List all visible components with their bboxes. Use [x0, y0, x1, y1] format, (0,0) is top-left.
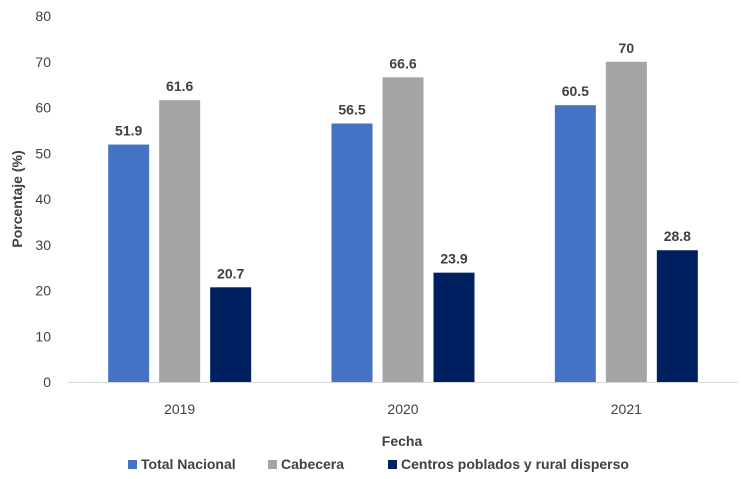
- x-tick-label: 2020: [387, 401, 418, 417]
- y-tick-label: 40: [35, 191, 51, 207]
- data-label: 23.9: [440, 251, 467, 267]
- legend-swatch-0: [128, 460, 137, 469]
- bar-2021-series-2: [656, 250, 698, 382]
- data-label: 61.6: [166, 78, 193, 94]
- y-tick-label: 60: [35, 100, 51, 116]
- bar-2020-series-2: [433, 272, 475, 382]
- data-label: 60.5: [562, 83, 589, 99]
- x-tick-label: 2021: [611, 401, 642, 417]
- bar-2019-series-1: [159, 100, 201, 383]
- x-axis-title: Fecha: [382, 433, 423, 449]
- legend-swatch-2: [388, 460, 397, 469]
- legend-swatch-1: [268, 460, 277, 469]
- legend-label-0: Total Nacional: [141, 456, 236, 472]
- data-labels: 51.9 61.6 20.7 56.5 66.6 23.9 60.5 70 28.8: [115, 40, 691, 282]
- data-label: 70: [619, 40, 635, 56]
- bar-2021-series-1: [605, 61, 647, 382]
- data-label: 66.6: [389, 55, 416, 71]
- bar-2020-series-1: [382, 77, 424, 383]
- y-tick-label: 20: [35, 283, 51, 299]
- bar-2020-series-0: [331, 123, 373, 382]
- bar-2019-series-0: [108, 144, 150, 382]
- legend: Total Nacional Cabecera Centros poblados y…: [128, 456, 629, 472]
- bar-2019-series-2: [210, 287, 252, 382]
- x-tick-label: 2019: [164, 401, 195, 417]
- x-axis-ticks: 2019 2020 2021: [164, 401, 642, 417]
- data-label: 51.9: [115, 123, 142, 139]
- y-tick-label: 80: [35, 8, 51, 24]
- bars: [108, 61, 698, 383]
- data-label: 28.8: [664, 228, 691, 244]
- y-tick-label: 0: [43, 374, 51, 390]
- legend-label-1: Cabecera: [281, 456, 344, 472]
- data-label: 20.7: [217, 265, 244, 281]
- y-tick-label: 10: [35, 328, 51, 344]
- y-tick-label: 50: [35, 145, 51, 161]
- y-tick-label: 30: [35, 237, 51, 253]
- bar-2021-series-0: [554, 105, 596, 383]
- y-axis-ticks: 0 10 20 30 40 50 60 70 80: [35, 8, 51, 390]
- y-axis-title: Porcentaje (%): [9, 150, 25, 247]
- y-tick-label: 70: [35, 54, 51, 70]
- data-label: 56.5: [338, 102, 365, 118]
- legend-label-2: Centros poblados y rural disperso: [401, 456, 629, 472]
